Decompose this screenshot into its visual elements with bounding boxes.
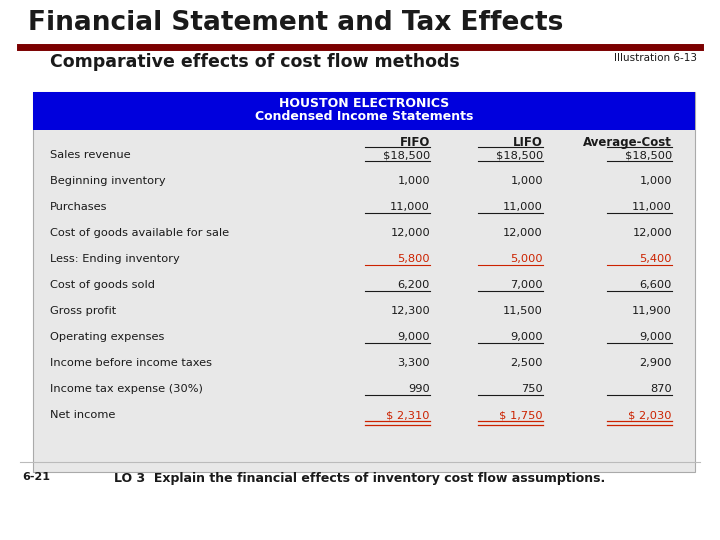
Text: 9,000: 9,000 [639,332,672,342]
Text: HOUSTON ELECTRONICS: HOUSTON ELECTRONICS [279,97,449,110]
Text: 990: 990 [408,384,430,394]
Text: 7,000: 7,000 [510,280,543,290]
Text: Income before income taxes: Income before income taxes [50,358,212,368]
Text: $18,500: $18,500 [383,150,430,160]
Text: 2,500: 2,500 [510,358,543,368]
Text: $ 2,310: $ 2,310 [387,410,430,420]
Text: 1,000: 1,000 [397,176,430,186]
Text: Condensed Income Statements: Condensed Income Statements [255,110,473,123]
Text: Sales revenue: Sales revenue [50,150,130,160]
Text: 12,000: 12,000 [390,228,430,238]
Text: 6,600: 6,600 [639,280,672,290]
Text: 5,800: 5,800 [397,254,430,264]
FancyBboxPatch shape [33,92,695,130]
Text: Purchases: Purchases [50,202,107,212]
Text: Cost of goods available for sale: Cost of goods available for sale [50,228,229,238]
Text: 11,000: 11,000 [390,202,430,212]
Text: Less: Ending inventory: Less: Ending inventory [50,254,180,264]
Text: $18,500: $18,500 [625,150,672,160]
Text: LO 3  Explain the financial effects of inventory cost flow assumptions.: LO 3 Explain the financial effects of in… [114,472,606,485]
Text: 12,000: 12,000 [503,228,543,238]
Text: 6-21: 6-21 [22,472,50,482]
Text: 11,500: 11,500 [503,306,543,316]
Text: 1,000: 1,000 [510,176,543,186]
Text: 870: 870 [650,384,672,394]
Text: Illustration 6-13: Illustration 6-13 [614,53,697,63]
FancyBboxPatch shape [33,92,695,472]
Text: $18,500: $18,500 [496,150,543,160]
Text: 3,300: 3,300 [397,358,430,368]
Text: 12,000: 12,000 [632,228,672,238]
Text: 9,000: 9,000 [510,332,543,342]
Text: LIFO: LIFO [513,136,543,149]
Text: Financial Statement and Tax Effects: Financial Statement and Tax Effects [28,10,563,36]
Text: 12,300: 12,300 [390,306,430,316]
Text: $ 1,750: $ 1,750 [500,410,543,420]
Text: 2,900: 2,900 [639,358,672,368]
Text: 11,900: 11,900 [632,306,672,316]
Text: 750: 750 [521,384,543,394]
Text: Net income: Net income [50,410,115,420]
Text: Gross profit: Gross profit [50,306,116,316]
Text: 1,000: 1,000 [639,176,672,186]
Text: Income tax expense (30%): Income tax expense (30%) [50,384,203,394]
Text: 9,000: 9,000 [397,332,430,342]
Text: Beginning inventory: Beginning inventory [50,176,166,186]
Text: 5,400: 5,400 [639,254,672,264]
Text: Comparative effects of cost flow methods: Comparative effects of cost flow methods [50,53,460,71]
Text: FIFO: FIFO [400,136,430,149]
Text: 11,000: 11,000 [503,202,543,212]
Text: $ 2,030: $ 2,030 [629,410,672,420]
Text: Operating expenses: Operating expenses [50,332,164,342]
Text: Cost of goods sold: Cost of goods sold [50,280,155,290]
Text: 11,000: 11,000 [632,202,672,212]
Text: 5,000: 5,000 [510,254,543,264]
Text: Average-Cost: Average-Cost [583,136,672,149]
Text: 6,200: 6,200 [397,280,430,290]
